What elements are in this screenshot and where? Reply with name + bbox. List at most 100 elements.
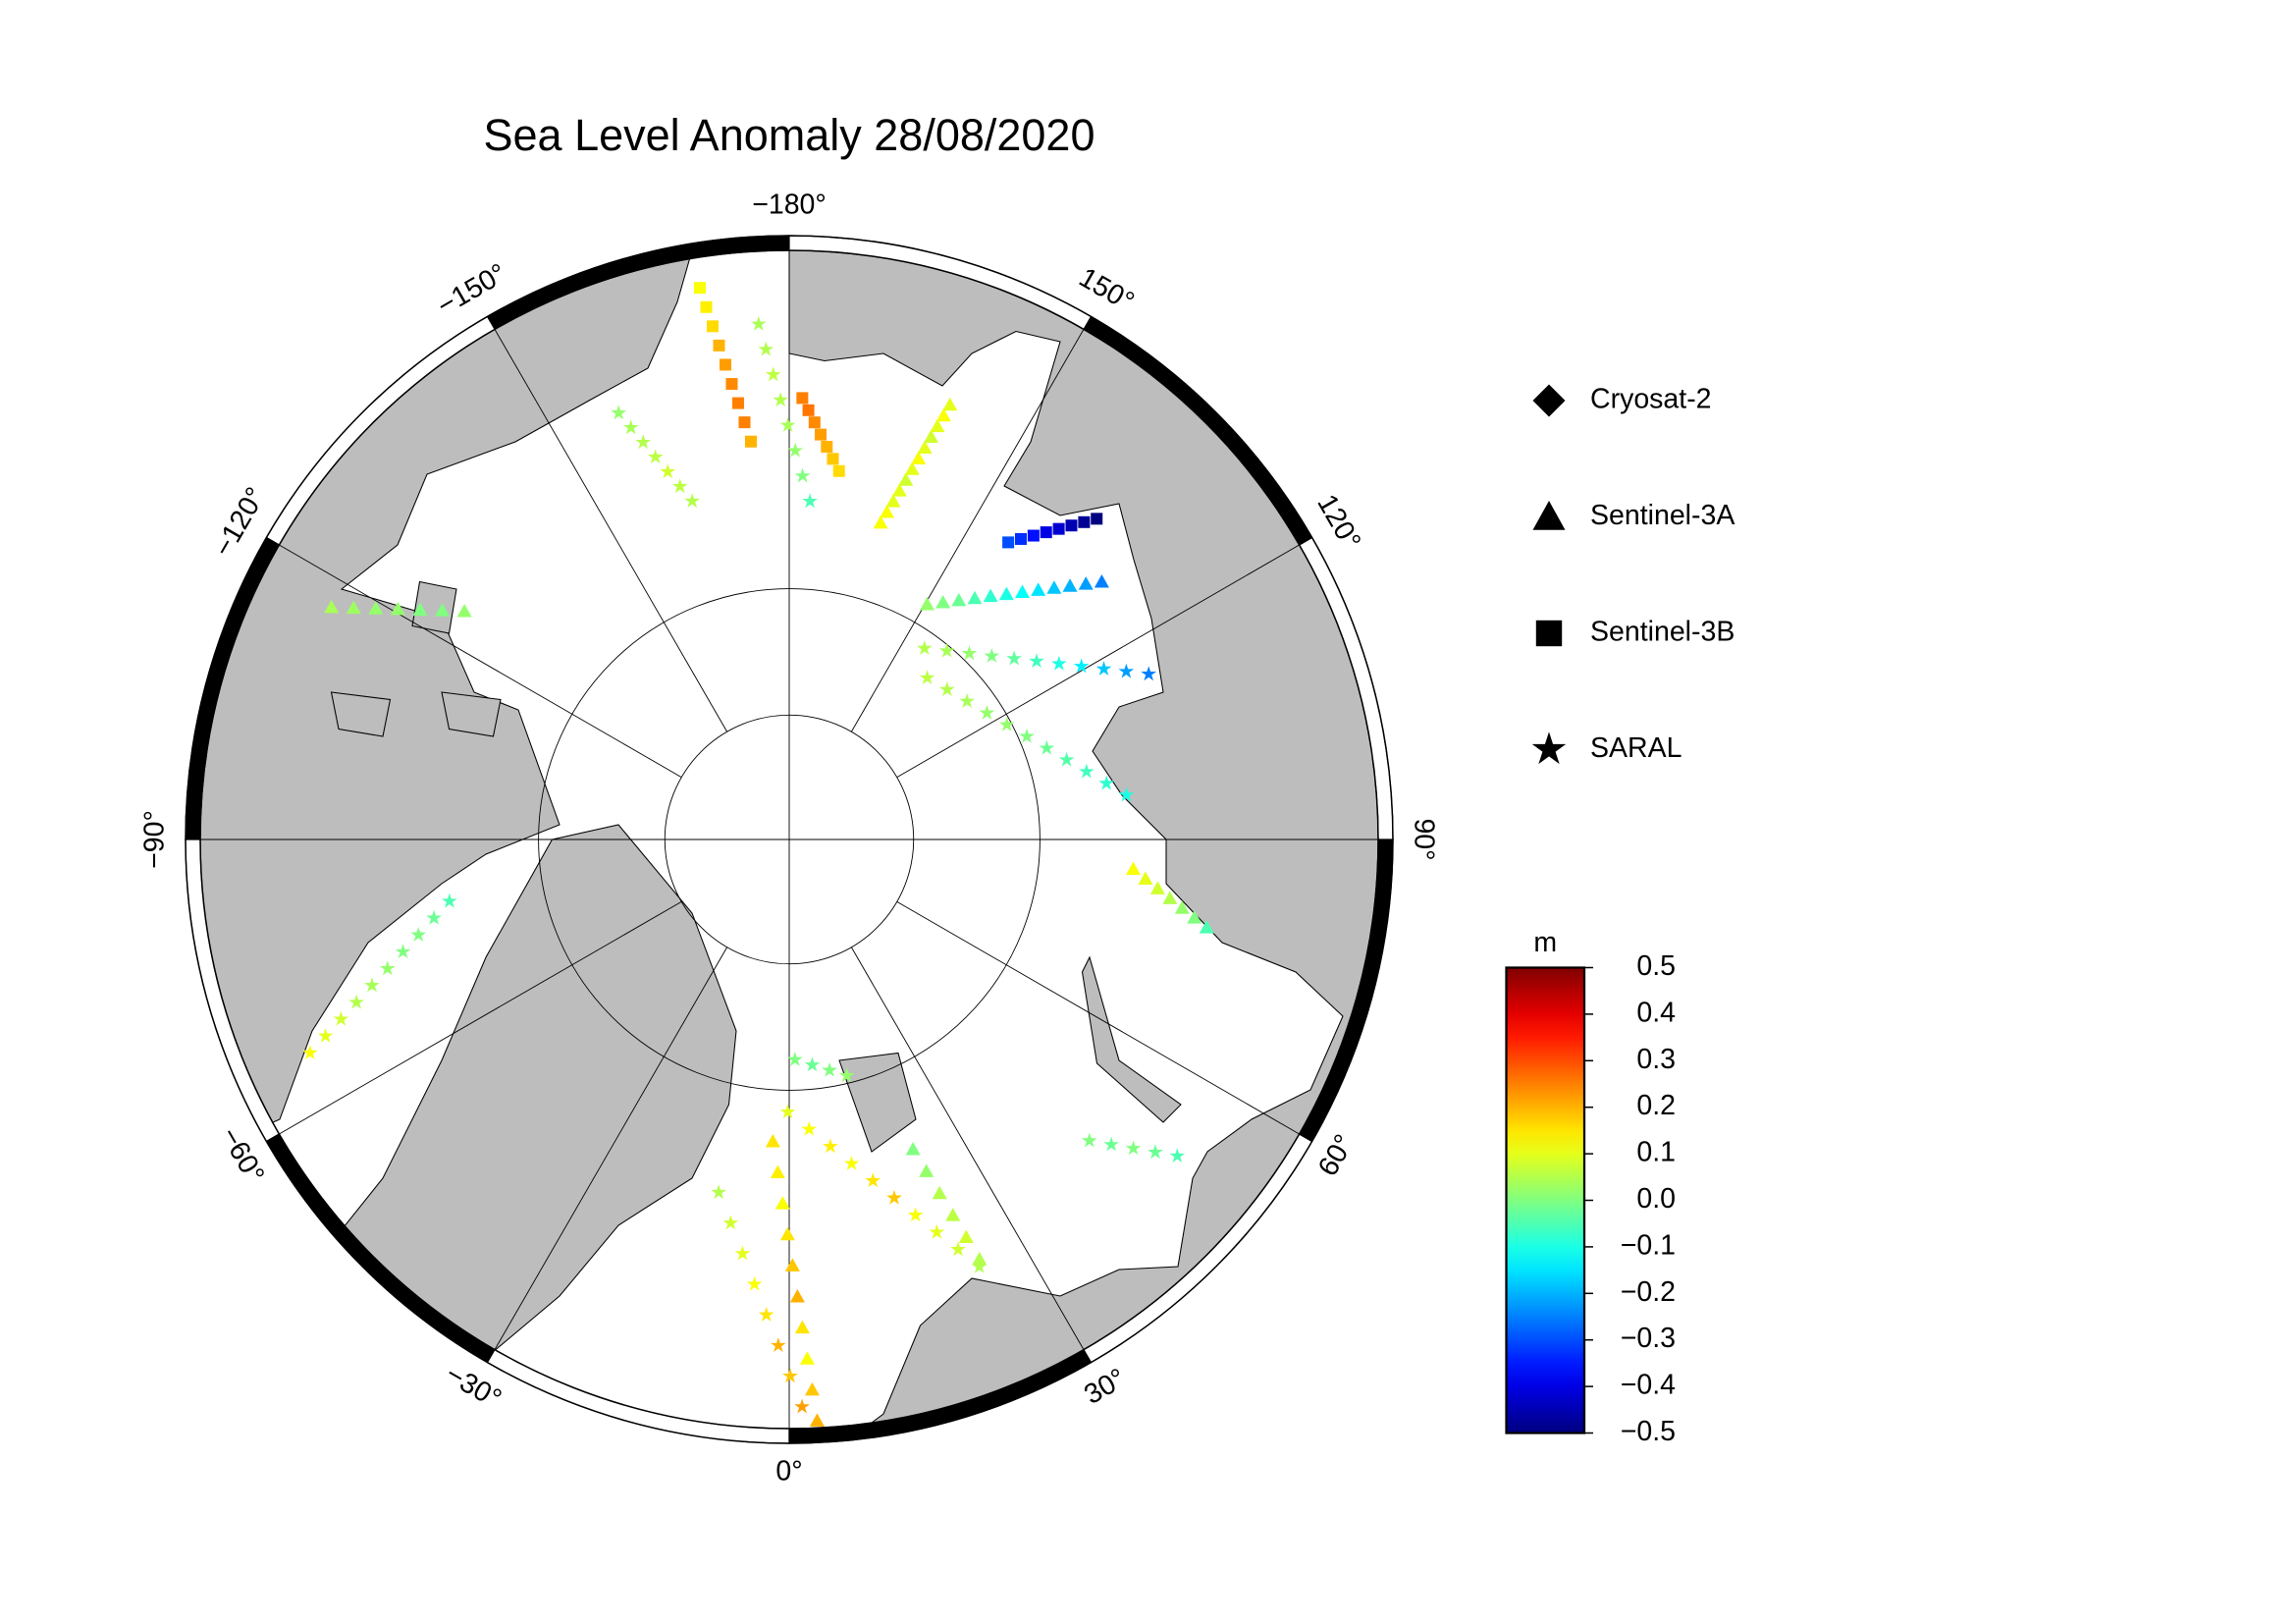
sla-marker — [916, 640, 933, 656]
colorbar-tick-label: −0.3 — [1621, 1323, 1676, 1354]
sla-marker — [905, 1141, 921, 1156]
sla-marker — [346, 600, 361, 615]
lon-tick-label: 0° — [775, 1456, 802, 1488]
land — [323, 824, 737, 1359]
sla-marker — [395, 944, 411, 959]
sla-marker — [787, 1051, 803, 1066]
sla-marker — [1138, 871, 1153, 885]
legend: Cryosat-2 Sentinel-3A Sentinel-3B SARAL — [1531, 384, 1735, 765]
sla-marker — [804, 1381, 820, 1396]
colorbar-unit: m — [1533, 927, 1557, 958]
meridian — [850, 329, 1085, 732]
colorbar-tick-label: 0.2 — [1636, 1090, 1676, 1121]
sla-marker — [958, 1229, 974, 1243]
sla-marker — [929, 1223, 945, 1239]
sla-marker — [379, 960, 396, 976]
sla-marker — [959, 693, 976, 708]
sla-marker — [1103, 1136, 1120, 1152]
sla-marker — [935, 407, 951, 422]
colorbar-tick-label: −0.5 — [1621, 1416, 1676, 1447]
sla-marker — [972, 1251, 988, 1266]
sla-marker — [802, 493, 818, 509]
sla-marker — [823, 1138, 838, 1154]
meridian — [494, 329, 728, 732]
sla-marker — [1098, 775, 1115, 790]
sla-marker — [771, 1337, 786, 1353]
sla-marker — [1062, 578, 1078, 592]
colorbar-tick-label: −0.2 — [1621, 1276, 1676, 1308]
sla-marker — [779, 1104, 796, 1119]
frame-outline — [199, 249, 1379, 1430]
sla-marker — [983, 588, 998, 603]
sla-marker — [873, 514, 888, 529]
sla-marker — [734, 1245, 751, 1261]
sla-marker — [961, 645, 978, 661]
sla-marker — [799, 1351, 815, 1365]
sla-marker — [924, 429, 939, 444]
sla-marker — [1187, 910, 1202, 924]
sla-marker — [1039, 739, 1055, 755]
sla-marker — [950, 1241, 966, 1257]
legend-label: Cryosat-2 — [1590, 384, 1712, 415]
sla-marker — [1052, 522, 1065, 535]
sla-marker — [971, 1258, 988, 1273]
land — [1081, 955, 1182, 1123]
sla-marker — [412, 602, 428, 617]
meridian — [279, 900, 682, 1135]
sla-marker — [945, 1208, 961, 1221]
tracks — [301, 282, 1214, 1427]
sla-marker — [1014, 532, 1027, 545]
colorbar-tick-label: 0.1 — [1636, 1137, 1676, 1168]
sla-marker — [1058, 751, 1075, 767]
sla-marker — [456, 603, 472, 618]
sla-marker — [774, 1196, 790, 1210]
sla-marker — [694, 282, 707, 295]
sla-marker — [1118, 786, 1135, 802]
sla-marker — [1148, 1144, 1163, 1160]
sla-marker — [1006, 650, 1023, 666]
legend-marker — [1531, 731, 1567, 765]
sla-marker — [782, 1368, 798, 1383]
colorbar-ramp — [1505, 966, 1586, 1434]
sla-marker — [796, 392, 809, 405]
sla-marker — [1141, 666, 1157, 681]
sla-marker — [885, 494, 901, 508]
land — [838, 1052, 917, 1153]
sla-marker — [364, 977, 380, 993]
sla-marker — [750, 315, 767, 331]
sla-marker — [938, 642, 955, 658]
sla-marker — [1174, 900, 1190, 914]
colorbar: m 0.5 0.4 0.3 0.2 0.1 0.0 −0.1 −0.2 −0.3 −0.4 −0.5 — [1505, 927, 1676, 1447]
sla-marker — [815, 428, 828, 441]
sla-marker — [784, 1258, 800, 1271]
sla-marker — [770, 1164, 785, 1179]
sla-marker — [611, 405, 627, 420]
sla-marker — [880, 504, 895, 518]
sla-marker — [746, 1275, 763, 1291]
sla-marker — [731, 397, 744, 409]
colorbar-tick-label: 0.3 — [1636, 1044, 1676, 1075]
sla-marker — [410, 926, 427, 942]
sla-marker — [442, 893, 457, 908]
sla-marker — [1149, 881, 1165, 894]
legend-label: Sentinel-3B — [1590, 617, 1735, 648]
sla-marker — [1073, 658, 1090, 674]
sla-marker — [998, 716, 1015, 731]
sla-marker — [1091, 513, 1103, 525]
sla-marker — [984, 647, 1000, 663]
sla-marker — [779, 416, 796, 432]
sla-marker — [1078, 576, 1094, 590]
legend-marker — [1532, 501, 1566, 530]
sla-marker — [368, 601, 384, 615]
colorbar-tick-label: 0.4 — [1636, 997, 1676, 1028]
sla-marker — [719, 358, 731, 371]
sla-marker — [348, 994, 365, 1009]
sla-marker — [707, 320, 720, 333]
sla-marker — [979, 704, 995, 720]
sla-marker — [904, 461, 920, 475]
sla-marker — [1029, 653, 1044, 669]
meridian — [279, 544, 682, 779]
sla-marker — [301, 1045, 318, 1060]
sla-marker — [822, 1061, 837, 1077]
